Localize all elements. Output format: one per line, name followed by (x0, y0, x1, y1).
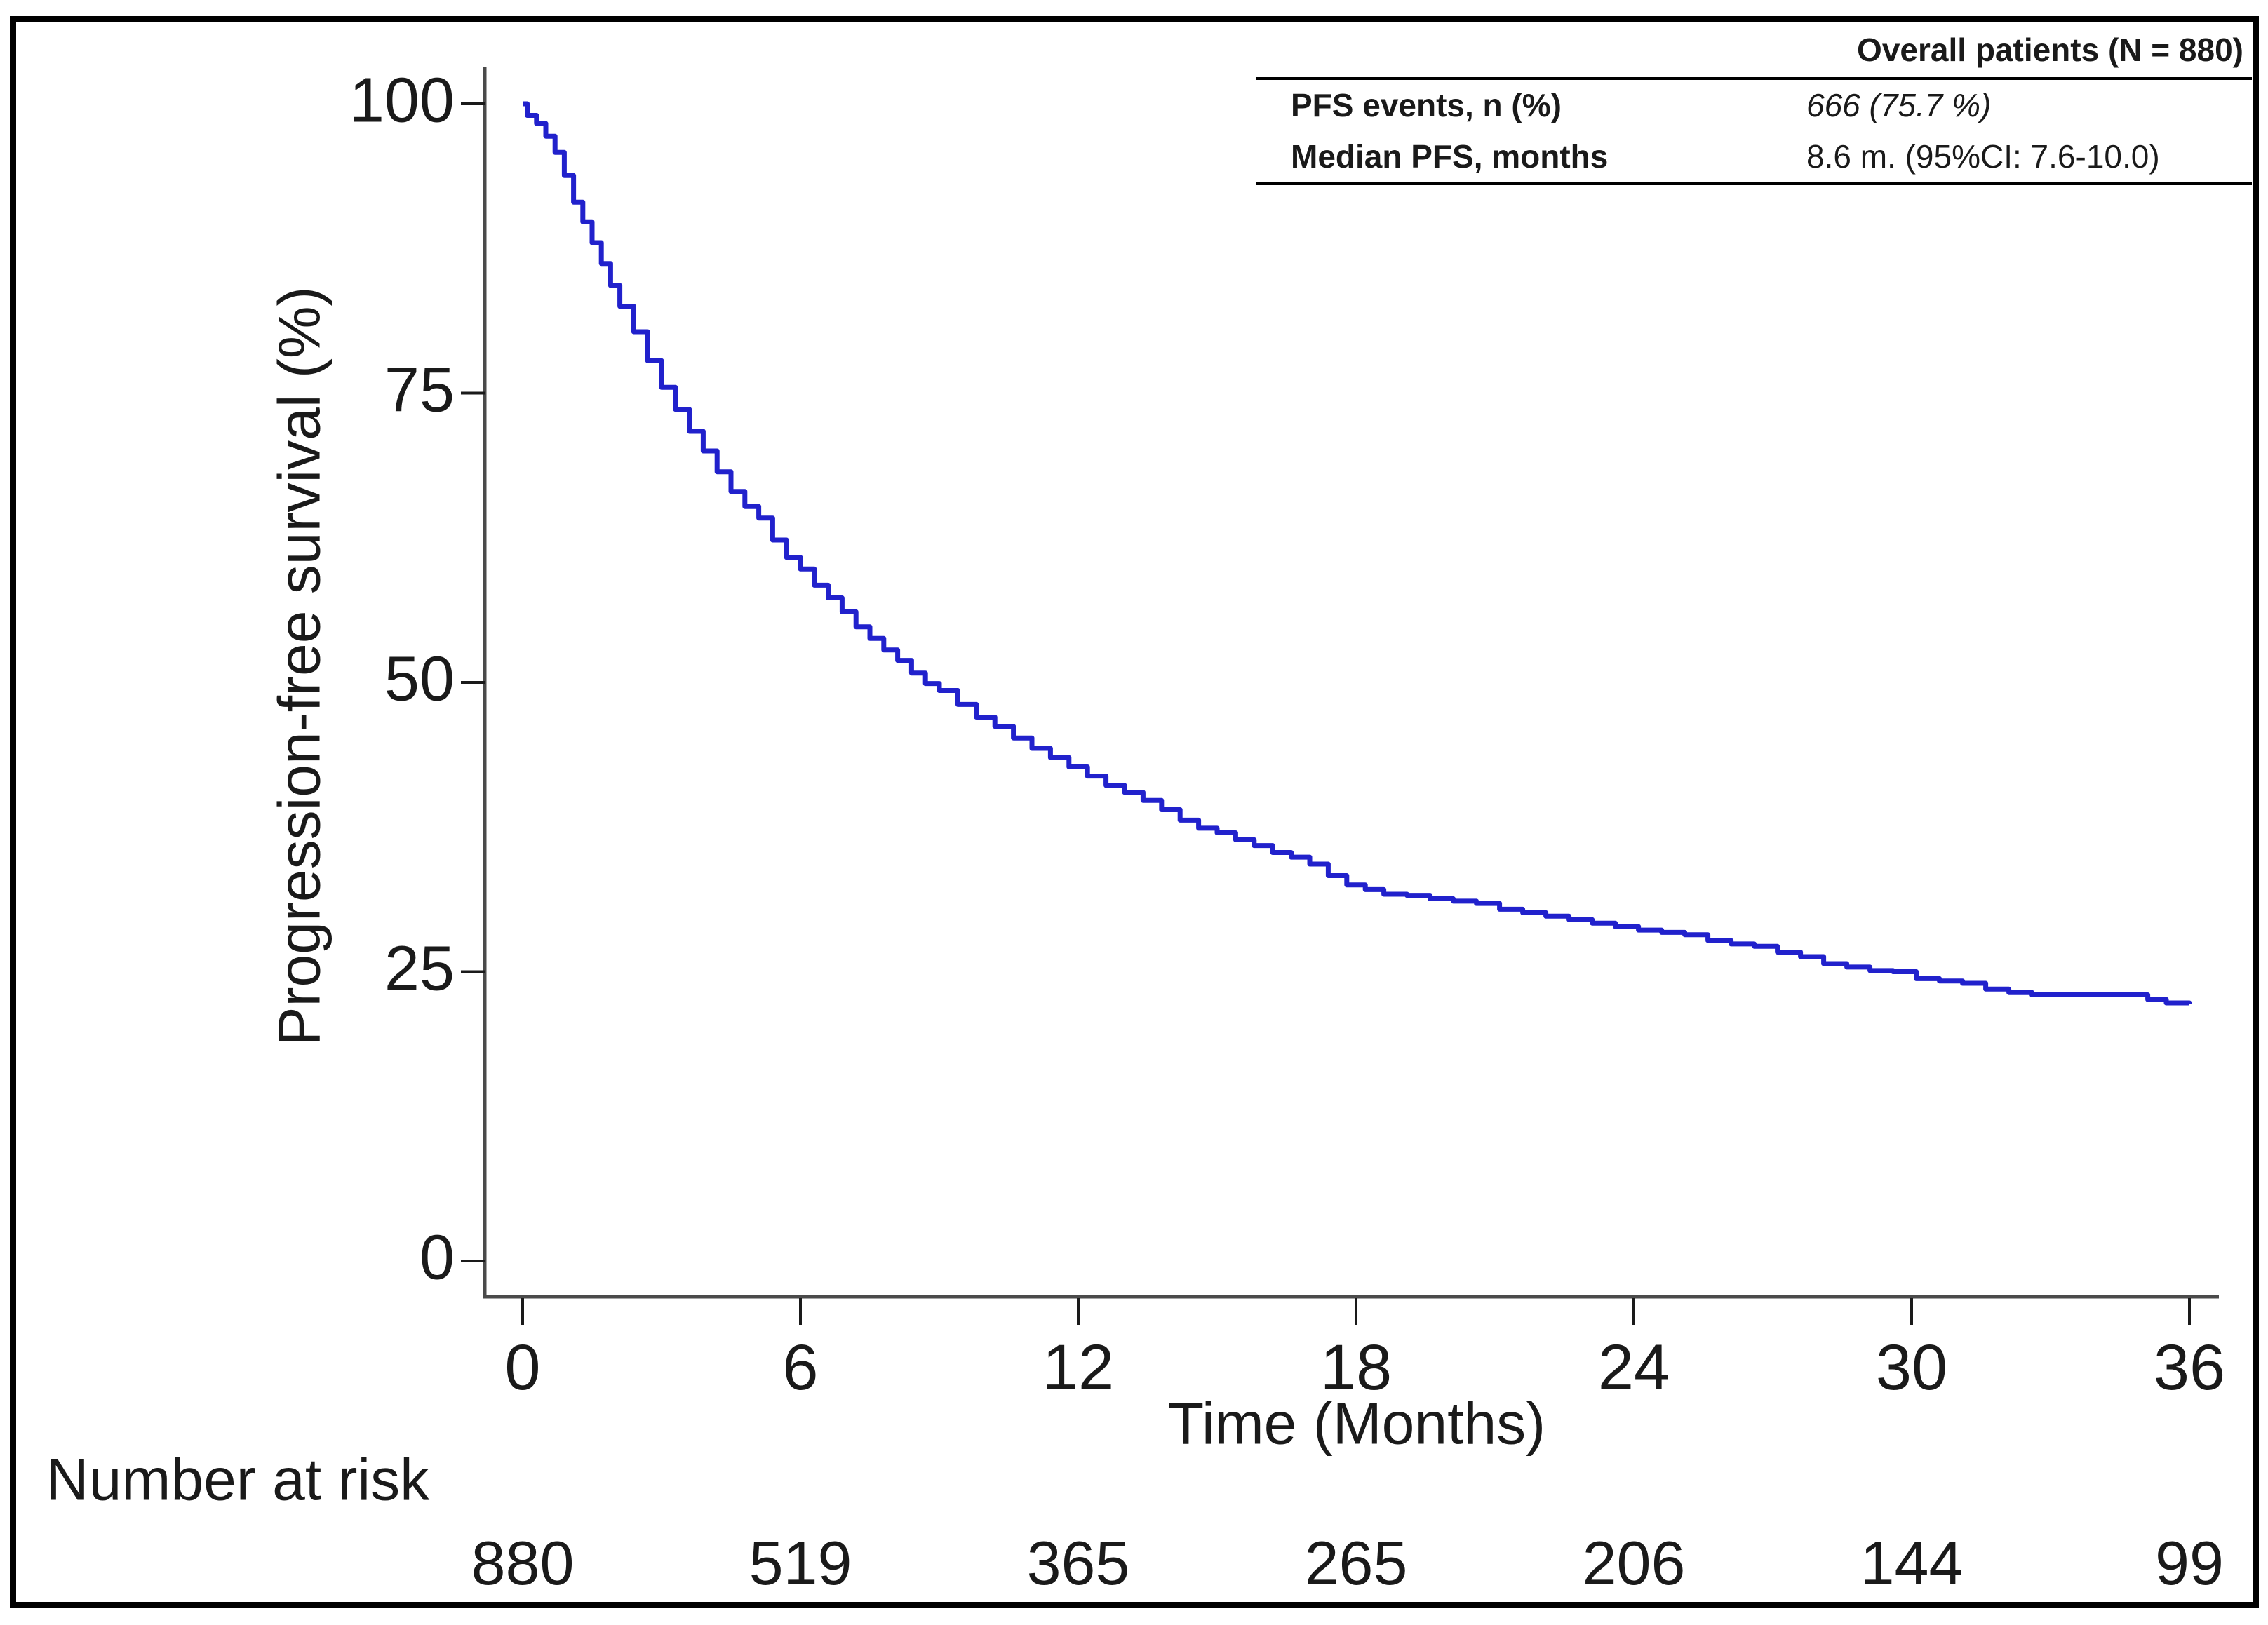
x-tick-label: 36 (2153, 1332, 2226, 1403)
km-survival-curve (523, 101, 2192, 1006)
stats-table-row: Median PFS, months 8.6 m. (95%CI: 7.6-10… (1256, 131, 2252, 182)
y-tick-label: 75 (384, 354, 455, 425)
stats-row-value: 666 (75.7 %) (1806, 87, 1992, 123)
x-tick-label: 6 (782, 1332, 819, 1403)
figure-border (10, 16, 2259, 1608)
risk-count: 519 (749, 1528, 852, 1598)
stats-row-label: Median PFS, months (1291, 138, 1609, 175)
y-tick-label: 25 (384, 933, 455, 1004)
x-tick-label: 18 (1320, 1332, 1393, 1403)
x-axis-title: Time (Months) (1167, 1390, 1546, 1457)
risk-count: 265 (1304, 1528, 1408, 1598)
risk-count: 144 (1860, 1528, 1964, 1598)
y-tick-label: 100 (349, 65, 455, 136)
risk-count: 99 (2155, 1528, 2224, 1598)
risk-count: 206 (1582, 1528, 1686, 1598)
x-tick-label: 0 (504, 1332, 541, 1403)
number-at-risk-label: Number at risk (46, 1446, 430, 1513)
stats-table-header: Overall patients (N = 880) (1256, 22, 2252, 80)
risk-count: 365 (1026, 1528, 1130, 1598)
y-tick-label: 50 (384, 644, 455, 715)
x-tick-label: 24 (1597, 1332, 1670, 1403)
x-tick-label: 30 (1875, 1332, 1948, 1403)
risk-count: 880 (471, 1528, 575, 1598)
stats-row-value: 8.6 m. (95%CI: 7.6-10.0) (1806, 138, 2160, 175)
stats-row-label: PFS events, n (%) (1291, 87, 1562, 123)
stats-table: Overall patients (N = 880) PFS events, n… (1256, 22, 2252, 185)
stats-table-row: PFS events, n (%) 666 (75.7 %) (1256, 80, 2252, 131)
x-tick-label: 12 (1042, 1332, 1115, 1403)
y-tick-label: 0 (419, 1222, 455, 1293)
